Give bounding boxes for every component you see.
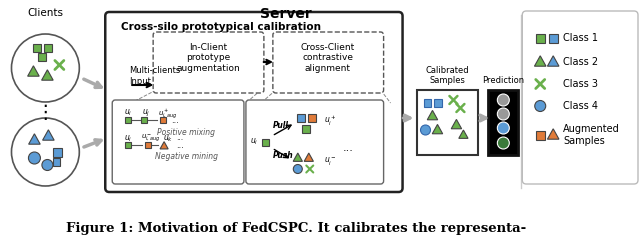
FancyBboxPatch shape (112, 100, 244, 184)
FancyBboxPatch shape (145, 142, 151, 148)
Polygon shape (43, 130, 54, 140)
FancyBboxPatch shape (125, 117, 131, 123)
Polygon shape (28, 66, 39, 76)
Polygon shape (29, 134, 40, 144)
Circle shape (420, 125, 431, 135)
Text: Cross-Client
contrastive
alignment: Cross-Client contrastive alignment (301, 43, 355, 73)
Circle shape (497, 108, 509, 120)
FancyBboxPatch shape (297, 114, 305, 122)
FancyBboxPatch shape (44, 44, 52, 52)
FancyBboxPatch shape (33, 44, 42, 52)
Circle shape (293, 164, 302, 174)
Circle shape (12, 34, 79, 102)
FancyBboxPatch shape (38, 53, 46, 61)
Text: Multi-clients
Input: Multi-clients Input (129, 66, 180, 86)
Text: Figure 1: Motivation of FedCSPC. It calibrates the representa-: Figure 1: Motivation of FedCSPC. It cali… (66, 222, 526, 235)
FancyBboxPatch shape (141, 117, 147, 123)
Text: Class 3: Class 3 (563, 79, 598, 89)
Text: Class 2: Class 2 (563, 57, 598, 67)
Text: Positive mixing: Positive mixing (157, 128, 215, 137)
Circle shape (28, 152, 40, 164)
FancyBboxPatch shape (52, 158, 60, 166)
FancyBboxPatch shape (53, 147, 62, 157)
Polygon shape (428, 110, 438, 120)
Text: ...: ... (171, 115, 179, 125)
Text: $u_k$: $u_k$ (163, 133, 173, 143)
FancyBboxPatch shape (548, 33, 557, 43)
FancyBboxPatch shape (105, 12, 403, 192)
Text: $u_i$: $u_i$ (124, 133, 132, 143)
Polygon shape (451, 120, 461, 129)
FancyBboxPatch shape (417, 90, 478, 155)
Text: $u_j$: $u_j$ (142, 108, 150, 119)
FancyBboxPatch shape (273, 32, 383, 93)
Circle shape (497, 122, 509, 134)
Text: Server: Server (260, 7, 312, 21)
Text: Clients: Clients (28, 8, 63, 18)
Text: ...: ... (343, 143, 354, 153)
Text: Cross-silo prototypical calibration: Cross-silo prototypical calibration (121, 22, 321, 32)
Text: Augmented
Samples: Augmented Samples (563, 124, 620, 146)
Polygon shape (304, 153, 314, 161)
Polygon shape (293, 153, 303, 161)
Circle shape (497, 137, 509, 149)
FancyBboxPatch shape (125, 142, 131, 148)
Text: ⋮: ⋮ (36, 103, 55, 121)
Circle shape (535, 101, 546, 112)
Polygon shape (534, 56, 546, 66)
Text: Push: Push (273, 151, 294, 159)
FancyBboxPatch shape (522, 11, 638, 184)
Text: $u^-_{i,aug}$: $u^-_{i,aug}$ (141, 133, 161, 145)
Circle shape (42, 159, 53, 170)
Circle shape (12, 118, 79, 186)
Polygon shape (459, 130, 468, 138)
Text: $u^-_i$: $u^-_i$ (324, 156, 336, 168)
FancyBboxPatch shape (536, 130, 545, 140)
FancyBboxPatch shape (262, 138, 269, 146)
Text: Class 4: Class 4 (563, 101, 598, 111)
Text: Pull: Pull (273, 121, 289, 130)
Text: ...: ... (176, 141, 184, 150)
FancyBboxPatch shape (536, 33, 545, 43)
Polygon shape (432, 125, 443, 134)
Polygon shape (547, 56, 559, 66)
Text: ...: ... (176, 133, 183, 142)
Circle shape (497, 94, 509, 106)
FancyBboxPatch shape (160, 117, 166, 123)
Polygon shape (547, 129, 559, 139)
FancyBboxPatch shape (246, 100, 383, 184)
FancyBboxPatch shape (308, 114, 316, 122)
Text: Prediction: Prediction (483, 76, 524, 85)
FancyBboxPatch shape (302, 125, 310, 133)
Text: Negative mining: Negative mining (155, 152, 218, 161)
Text: $u_i$: $u_i$ (250, 137, 258, 147)
FancyBboxPatch shape (153, 32, 264, 93)
Text: Class 1: Class 1 (563, 33, 598, 43)
Text: In-Client
prototype
augmentation: In-Client prototype augmentation (176, 43, 240, 73)
Polygon shape (160, 142, 168, 149)
FancyBboxPatch shape (435, 99, 442, 107)
FancyBboxPatch shape (424, 99, 431, 107)
FancyBboxPatch shape (488, 90, 518, 155)
Polygon shape (42, 70, 53, 80)
Text: Calibrated
Samples: Calibrated Samples (426, 65, 469, 85)
Text: $u_i$: $u_i$ (124, 108, 132, 119)
Text: $u^+_i$: $u^+_i$ (324, 114, 336, 128)
Text: $u^+_{i,aug}$: $u^+_{i,aug}$ (158, 107, 177, 121)
